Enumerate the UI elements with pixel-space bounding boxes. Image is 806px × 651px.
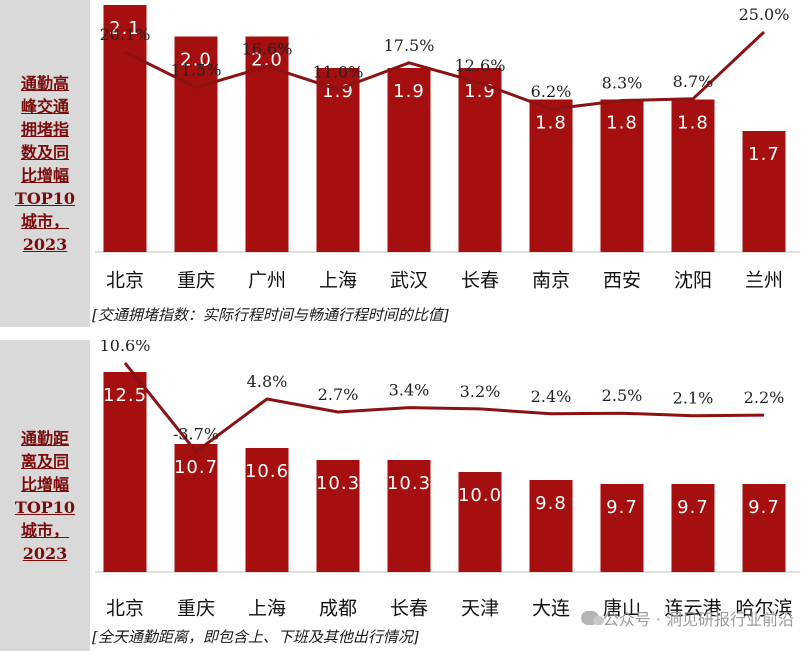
c1-bar-7	[600, 99, 644, 252]
c2-bar-5	[458, 472, 502, 572]
congestion-chart: 2.1北京2.0重庆2.0广州1.9上海1.9武汉1.9长春1.8南京1.8西安…	[95, 5, 800, 292]
c2-category-label-6: 大连	[532, 598, 570, 620]
c2-growth-label-6: 2.4%	[531, 387, 572, 406]
c1-bar-label-4: 1.9	[393, 81, 425, 102]
panel1-side-label-box: 通勤高 峰交通 拥堵指 数及同 比增幅 TOP10 城市， 2023	[0, 0, 90, 327]
c2-category-label-1: 重庆	[177, 598, 215, 620]
c2-growth-label-9: 2.2%	[744, 388, 785, 407]
c2-bar-4	[387, 460, 431, 572]
c2-bar-label-8: 9.7	[677, 497, 709, 518]
c1-bar-0	[103, 5, 147, 252]
c2-category-label-2: 上海	[248, 598, 286, 620]
c2-bar-6	[529, 480, 573, 572]
watermark: 公众号 · 洞见研报行业前沿	[580, 606, 794, 630]
c2-bar-label-3: 10.3	[316, 473, 360, 494]
c1-category-label-4: 武汉	[390, 270, 428, 292]
c1-category-label-0: 北京	[106, 270, 144, 292]
c1-growth-label-7: 8.3%	[602, 73, 643, 92]
c2-category-label-3: 成都	[319, 598, 357, 620]
c1-growth-label-0: 20.1%	[100, 25, 151, 44]
c2-growth-label-7: 2.5%	[602, 386, 643, 405]
c1-category-label-9: 兰州	[745, 270, 783, 292]
c2-category-label-8: 连云港	[664, 598, 721, 620]
wechat-icon	[580, 611, 604, 625]
c1-bar-3	[316, 68, 360, 252]
c1-bar-label-6: 1.8	[535, 113, 567, 134]
c2-growth-label-8: 2.1%	[673, 389, 714, 408]
c2-growth-label-3: 2.7%	[318, 385, 359, 404]
panel1-side-label: 通勤高 峰交通 拥堵指 数及同 比增幅 TOP10 城市， 2023	[14, 73, 76, 254]
c2-bar-2	[245, 448, 289, 572]
c1-growth-label-9: 25.0%	[739, 5, 790, 24]
c1-bar-label-2: 2.0	[251, 50, 283, 71]
c2-bar-label-1: 10.7	[174, 457, 218, 478]
c2-bar-label-4: 10.3	[387, 473, 431, 494]
c1-bar-9	[742, 131, 786, 252]
panel2-side-label: 通勤距 离及同 比增幅 TOP10 城市， 2023	[14, 428, 76, 563]
c1-bar-8	[671, 99, 715, 252]
c1-category-label-3: 上海	[319, 270, 357, 292]
c2-bar-9	[742, 484, 786, 572]
c1-bar-4	[387, 68, 431, 252]
c1-bar-label-8: 1.8	[677, 113, 709, 134]
c2-bar-label-6: 9.8	[535, 493, 567, 514]
c2-bar-label-5: 10.0	[458, 485, 502, 506]
c2-growth-line	[123, 362, 765, 454]
c2-category-label-5: 天津	[461, 598, 499, 620]
c1-category-label-2: 广州	[248, 270, 286, 292]
c1-bar-1	[174, 36, 218, 252]
c1-bar-6	[529, 99, 573, 252]
c2-category-label-7: 唐山	[603, 598, 641, 620]
c2-bar-7	[600, 484, 644, 572]
c1-growth-label-5: 12.6%	[455, 56, 506, 75]
commute-distance-chart: 12.5 北京 10.7 重庆 10.6 上海 10.3 成都 10.3 长春 10.0 天津 9.8 大…	[95, 340, 800, 620]
c2-bar-label-7: 9.7	[606, 497, 638, 518]
c1-growth-label-2: 16.6%	[242, 39, 293, 58]
c2-bar-0	[103, 372, 147, 572]
panel2-side-label-box: 通勤距 离及同 比增幅 TOP10 城市， 2023	[0, 340, 90, 651]
c1-bar-label-0: 2.1	[109, 18, 141, 39]
c2-growth-label-5: 3.2%	[460, 382, 501, 401]
c1-growth-label-4: 17.5%	[384, 36, 435, 55]
c1-category-label-8: 沈阳	[674, 270, 712, 292]
c2-bar-3	[316, 460, 360, 572]
c1-category-label-7: 西安	[603, 270, 641, 292]
c1-category-label-6: 南京	[532, 270, 570, 292]
c2-category-label-9: 哈尔滨	[735, 598, 792, 620]
c1-category-label-5: 长春	[461, 270, 499, 292]
c1-bar-5	[458, 68, 502, 252]
c2-bar-label-2: 10.6	[245, 461, 289, 482]
c1-growth-label-8: 8.7%	[673, 72, 714, 91]
c2-growth-label-4: 3.4%	[389, 381, 430, 400]
c1-growth-label-6: 6.2%	[531, 82, 572, 101]
c1-bar-label-7: 1.8	[606, 113, 638, 134]
c2-growth-label-0: 10.6%	[100, 340, 151, 355]
c1-bar-label-1: 2.0	[180, 50, 212, 71]
c2-growth-label-1: -3.7%	[173, 425, 219, 444]
c1-category-label-1: 重庆	[177, 270, 215, 292]
c2-bar-8	[671, 484, 715, 572]
panel-separator	[0, 327, 806, 340]
c1-growth-label-3: 11.0%	[313, 62, 364, 81]
c2-category-label-0: 北京	[106, 598, 144, 620]
c2-category-label-4: 长春	[390, 598, 428, 620]
c2-growth-label-2: 4.8%	[247, 372, 288, 391]
c2-bar-label-0: 12.5	[103, 385, 147, 406]
panel1-note: [交通拥堵指数：实际行程时间与畅通行程时间的比值]	[92, 306, 449, 324]
c2-bar-1	[174, 444, 218, 572]
c1-bar-label-9: 1.7	[748, 144, 780, 165]
watermark-text: 公众号 · 洞见研报行业前沿	[602, 610, 794, 629]
c1-growth-label-1: 11.5%	[171, 60, 222, 79]
panel2-note: [全天通勤距离，即包含上、下班及其他出行情况]	[92, 628, 419, 646]
c1-growth-line	[124, 30, 766, 111]
c2-bar-label-9: 9.7	[748, 497, 780, 518]
